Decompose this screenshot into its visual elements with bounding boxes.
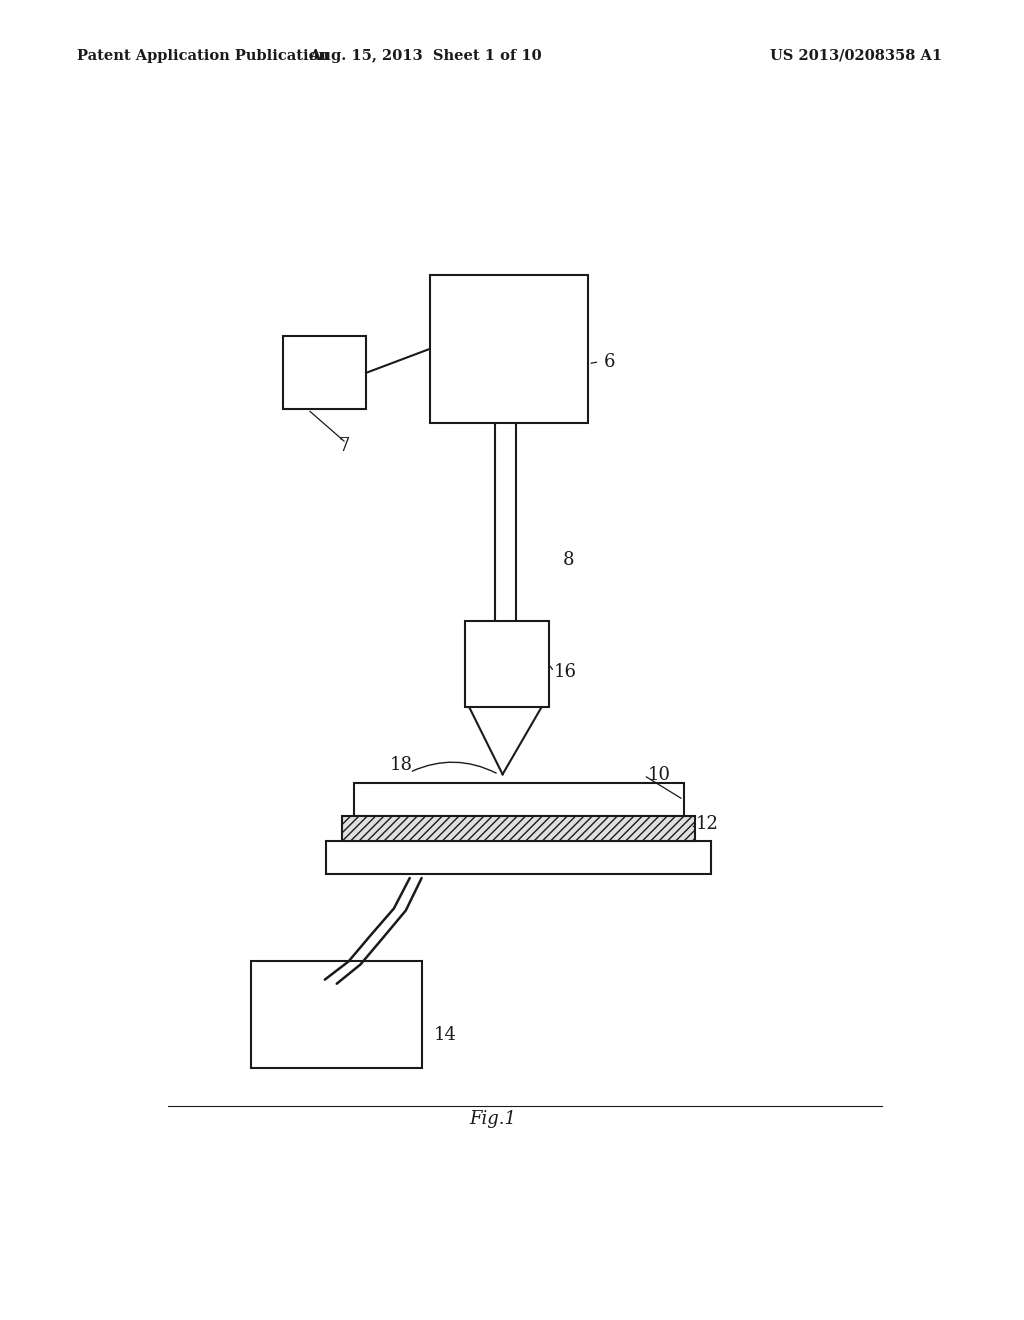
Text: 10: 10	[648, 767, 671, 784]
Text: 8: 8	[563, 550, 574, 569]
Text: Aug. 15, 2013  Sheet 1 of 10: Aug. 15, 2013 Sheet 1 of 10	[308, 49, 542, 63]
Bar	[465, 620, 549, 708]
Text: 18: 18	[390, 756, 413, 775]
Text: 16: 16	[554, 663, 578, 681]
Bar	[251, 961, 422, 1068]
Text: US 2013/0208358 A1: US 2013/0208358 A1	[770, 49, 942, 63]
Text: Patent Application Publication: Patent Application Publication	[77, 49, 329, 63]
Bar	[283, 337, 367, 409]
Bar	[430, 276, 589, 422]
Text: 6: 6	[603, 352, 614, 371]
Bar	[342, 816, 695, 841]
Text: 14: 14	[433, 1026, 457, 1044]
Text: 7: 7	[338, 437, 349, 455]
Text: 12: 12	[695, 816, 718, 833]
Bar	[354, 784, 684, 816]
Bar	[327, 841, 712, 874]
Text: Fig.1: Fig.1	[470, 1110, 516, 1127]
